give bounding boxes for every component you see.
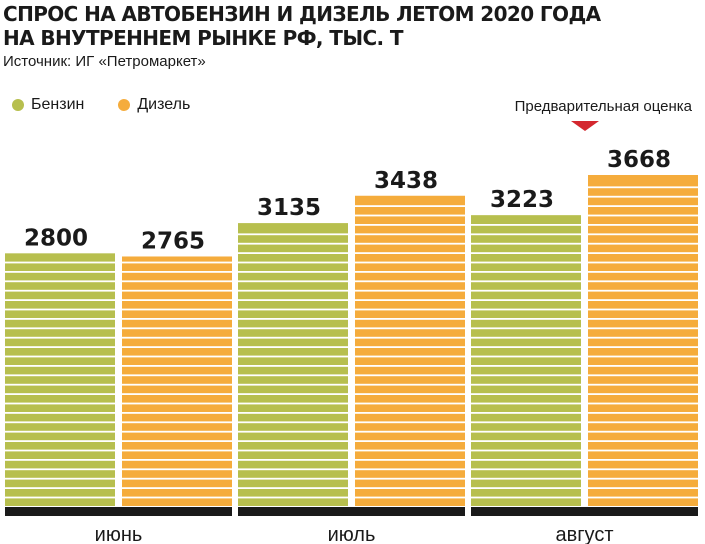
bar-diesel-1 [122, 256, 232, 506]
value-label-diesel-1: 2765 [141, 228, 205, 254]
bar-diesel-2 [355, 195, 465, 506]
value-label-benzin-1: 2800 [24, 225, 88, 251]
category-label-2: июль [328, 524, 376, 544]
value-label-benzin-2: 3135 [257, 195, 321, 221]
legend-item-benzin: Бензин [12, 96, 84, 114]
chart-source: Источник: ИГ «Петромаркет» [3, 53, 206, 70]
chart-title-line-1: СПРОС НА АВТОБЕНЗИН И ДИЗЕЛЬ ЛЕТОМ 2020 … [3, 2, 601, 26]
bar-stripes-diesel-3 [588, 186, 698, 499]
bar-stripes-diesel-1 [122, 261, 232, 499]
bar-stripes-benzin-2 [238, 233, 348, 499]
legend-swatch-benzin [12, 99, 24, 111]
category-label-1: июнь [95, 524, 143, 544]
chart-title-line-2: НА ВНУТРЕННЕМ РЫНКЕ РФ, ТЫС. Т [3, 26, 404, 50]
legend-label-benzin: Бензин [31, 96, 85, 113]
axis-segment-1 [5, 507, 232, 516]
bar-stripes-benzin-1 [5, 261, 115, 499]
chart-title: СПРОС НА АВТОБЕНЗИН И ДИЗЕЛЬ ЛЕТОМ 2020 … [3, 2, 601, 50]
preliminary-estimate-label: Предварительная оценка [514, 98, 692, 115]
value-label-benzin-3: 3223 [490, 187, 554, 213]
category-label-3: август [556, 524, 614, 544]
chart-legend: Бензин Дизель [12, 96, 224, 114]
value-label-diesel-2: 3438 [374, 168, 438, 194]
axis-segment-3 [471, 507, 698, 516]
legend-item-diesel: Дизель [118, 96, 190, 114]
preliminary-marker-icon [571, 121, 599, 131]
bar-stripes-benzin-3 [471, 224, 581, 499]
axis-segment-2 [238, 507, 465, 516]
bar-benzin-3 [471, 215, 581, 507]
legend-label-diesel: Дизель [137, 96, 191, 113]
bar-benzin-2 [238, 223, 348, 506]
legend-swatch-diesel [118, 99, 131, 111]
bar-benzin-1 [5, 253, 115, 506]
value-label-diesel-3: 3668 [607, 147, 671, 173]
bar-stripes-diesel-2 [355, 205, 465, 499]
